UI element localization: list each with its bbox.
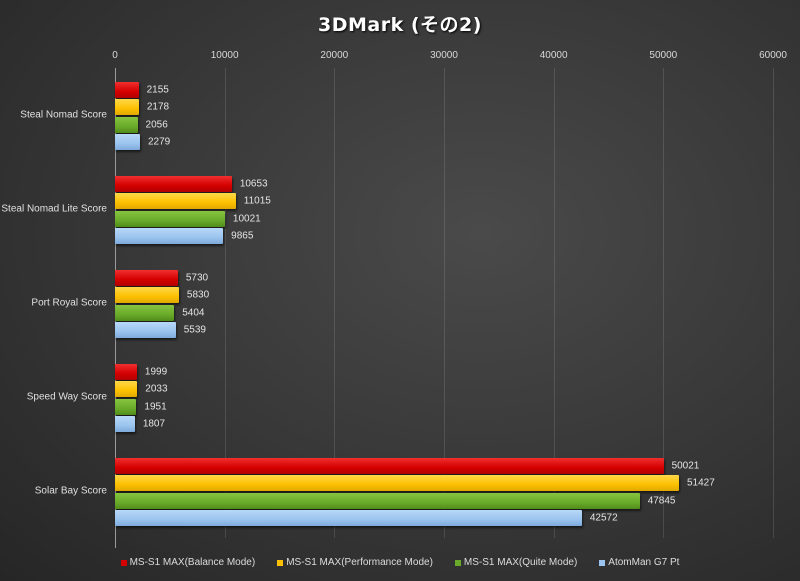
data-label: 50021 <box>671 460 700 472</box>
x-tick-label: 0 <box>112 50 118 61</box>
gridline <box>663 68 665 538</box>
category-label: Steal Nomad Lite Score <box>1 203 107 215</box>
bar <box>115 510 582 527</box>
data-label: 2056 <box>145 119 168 131</box>
data-label: 2155 <box>146 84 169 96</box>
data-label: 5730 <box>185 272 209 284</box>
data-label: 9865 <box>231 230 254 242</box>
data-label: 10021 <box>232 213 261 225</box>
bar <box>115 287 179 304</box>
bar <box>115 134 140 151</box>
bar <box>115 457 664 474</box>
bar <box>115 492 640 509</box>
x-tick-label: 20000 <box>320 50 349 61</box>
legend-label: MS-S1 MAX(Performance Mode) <box>286 557 433 568</box>
category-label: Port Royal Score <box>31 297 107 309</box>
legend-swatch-yellow <box>277 559 284 566</box>
data-label: 10653 <box>239 178 268 190</box>
data-label: 5404 <box>182 307 205 319</box>
data-label: 42572 <box>589 512 618 524</box>
gridline <box>444 68 445 538</box>
bar <box>115 304 175 321</box>
bar <box>115 81 139 98</box>
data-label: 47845 <box>647 495 676 507</box>
legend-item: MS-S1 MAX(Balance Mode) <box>120 557 256 568</box>
legend-item: AtomMan G7 Pt <box>599 557 679 568</box>
bar <box>115 475 679 492</box>
data-label: 5830 <box>186 289 210 301</box>
bar <box>115 269 178 286</box>
bar <box>115 398 137 415</box>
legend-swatch-blue <box>599 559 606 566</box>
data-label: 2279 <box>147 136 171 148</box>
legend-swatch-green <box>454 559 461 566</box>
legend-swatch-red <box>120 559 127 566</box>
bar <box>115 363 137 380</box>
x-tick-label: 40000 <box>539 50 568 61</box>
legend-label: MS-S1 MAX(Quite Mode) <box>463 557 578 568</box>
gridline <box>334 68 336 538</box>
bar <box>115 416 135 433</box>
x-tick-label: 30000 <box>430 50 458 61</box>
legend-item: MS-S1 MAX(Quite Mode) <box>454 557 578 568</box>
category-label: Solar Bay Score <box>34 485 107 497</box>
data-label: 2178 <box>146 101 170 113</box>
gridline <box>224 68 226 538</box>
legend-label: AtomMan G7 Pt <box>608 557 680 568</box>
data-label: 51427 <box>686 477 715 489</box>
data-label: 5539 <box>183 324 206 336</box>
data-label: 11015 <box>243 195 271 207</box>
chart-title: 3DMark (その2) <box>318 14 482 36</box>
bar <box>115 228 224 245</box>
data-label: 1999 <box>144 366 168 378</box>
bar <box>115 322 176 339</box>
legend-label: MS-S1 MAX(Balance Mode) <box>129 557 256 568</box>
x-tick-label: 10000 <box>210 50 239 61</box>
data-label: 1951 <box>144 401 167 413</box>
bar <box>115 381 138 398</box>
legend: MS-S1 MAX(Balance Mode) MS-S1 MAX(Perfor… <box>0 557 800 568</box>
bar <box>115 99 139 116</box>
category-label: Speed Way Score <box>26 391 107 403</box>
category-label: Steal Nomad Score <box>20 109 107 121</box>
x-tick-label: 50000 <box>649 50 678 61</box>
bar <box>115 193 236 210</box>
data-label: 2033 <box>145 383 168 395</box>
legend-item: MS-S1 MAX(Performance Mode) <box>277 557 433 568</box>
gridline <box>773 68 774 538</box>
gridline <box>553 68 555 538</box>
x-tick-label: 60000 <box>759 50 787 61</box>
bar <box>115 175 232 192</box>
data-label: 1807 <box>142 418 166 430</box>
bar <box>115 210 225 227</box>
bar <box>115 116 138 133</box>
